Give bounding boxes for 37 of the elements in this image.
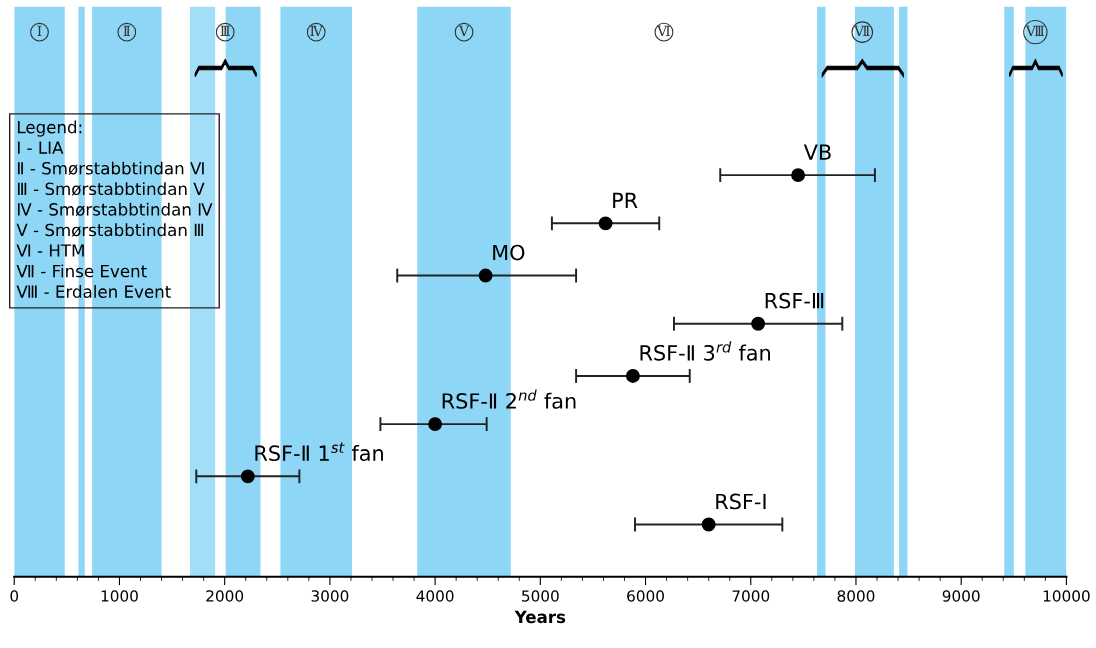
band-label: Ⅴ: [458, 25, 470, 36]
band-label: Ⅰ: [37, 25, 42, 36]
annotation: PR: [613, 192, 638, 208]
x-tick-label: 7000: [732, 590, 770, 602]
band-label: Ⅶ: [853, 25, 870, 36]
point: [428, 417, 443, 432]
x-axis-title: Years: [514, 610, 566, 624]
annotation: RSF-Ⅱ 2$^{nd}$ fan: [442, 389, 576, 409]
annotation: MO: [493, 244, 525, 261]
point: [625, 368, 640, 383]
annotation: RSF-Ⅲ: [765, 292, 824, 309]
annotation: RSF-Ⅱ 1$^{st}$ fan: [255, 442, 383, 462]
point: [701, 517, 716, 532]
point: [751, 316, 766, 331]
x-tick-label: 10000: [1043, 590, 1090, 602]
annotation: VB: [803, 144, 831, 160]
x-tick-label: 9000: [942, 590, 980, 602]
point: [791, 168, 806, 183]
point: [240, 469, 255, 484]
band-label: Ⅷ: [1025, 25, 1045, 36]
x-tick-label: 4000: [416, 590, 454, 602]
band-label: Ⅱ: [123, 25, 131, 36]
x-tick-label: 6000: [627, 590, 664, 602]
annotation: RSF-Ⅱ 3$^{rd}$ fan: [640, 341, 770, 361]
text: Legend: Ⅰ - LIA Ⅱ - Smørstabbtindan Ⅵ Ⅲ - Smørstabbtindan Ⅴ Ⅳ - Smørstabbtindan Ⅳ Ⅴ - Smørstabbtindan Ⅲ Ⅵ - HTM Ⅶ - Finse Event Ⅷ - Erdalen Event: [16, 120, 213, 298]
point: [598, 216, 613, 231]
x-tick-label: 3000: [311, 590, 349, 602]
band-label: Ⅳ: [310, 25, 324, 36]
x-tick-label: 1000: [101, 590, 138, 602]
annotation: RSF-I: [716, 493, 766, 510]
x-tick-label: 5000: [522, 590, 559, 602]
band-label: Ⅲ: [220, 25, 230, 36]
band-label: Ⅵ: [657, 25, 670, 36]
x-tick-label: 8000: [837, 590, 875, 602]
x-tick-label: 0: [10, 590, 19, 602]
x-tick-label: 2000: [206, 590, 244, 602]
point: [478, 268, 493, 283]
